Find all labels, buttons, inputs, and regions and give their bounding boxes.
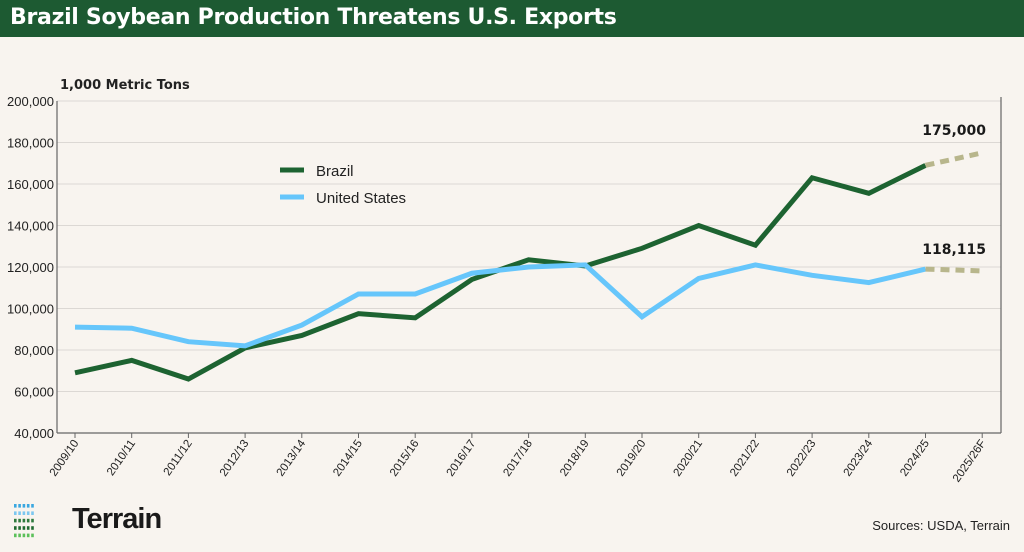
title-bar: Brazil Soybean Production Threatens U.S.… [0,0,1024,37]
logo-grid-icon [18,518,21,523]
x-tick-label: 2009/10 [48,438,82,479]
logo-grid-icon [26,504,30,508]
y-tick-label: 200,000 [7,94,54,109]
logo-grid-icon [18,526,21,530]
logo-grid-icon [26,533,30,538]
chart-title: Brazil Soybean Production Threatens U.S.… [10,5,617,30]
x-tick-label: 2015/16 [388,438,422,479]
y-tick-label: 40,000 [14,426,54,441]
logo-grid-icon [18,533,21,538]
logo-grid-icon [14,526,17,530]
logo-grid-icon [31,518,34,523]
logo-grid-icon [22,504,26,508]
legend-label: United States [316,190,406,207]
logo-grid-icon [14,518,17,523]
logo-grid-icon [31,504,34,508]
y-tick-label: 80,000 [14,343,54,358]
logo-grid-icon [26,526,30,530]
forecast-line-united-states [925,266,983,274]
x-tick-label: 2022/23 [785,438,819,479]
series-line-united-states [74,262,927,349]
logo-grid-icon [31,533,34,538]
logo-grid-icon [26,518,30,523]
logo-grid-icon [18,504,21,508]
forecast-annotation: 118,115 [922,242,986,258]
y-tick-label: 140,000 [7,219,54,234]
x-tick-label: 2016/17 [445,438,479,479]
logo-grid-icon [14,511,17,515]
x-tick-label: 2013/14 [275,437,309,478]
x-tick-label: 2024/25 [898,438,932,479]
logo-grid-icon [14,533,17,538]
logo-grid-icon [22,533,26,538]
forecast-line-brazil [924,150,983,168]
y-tick-label: 60,000 [14,385,54,400]
logo-grid-icon [18,511,21,515]
x-tick-label: 2014/15 [331,438,365,479]
x-tick-label: 2019/20 [615,438,649,479]
forecast-annotation: 175,000 [922,123,986,139]
x-tick-label: 2018/19 [558,438,592,479]
x-tick-label: 2011/12 [162,438,195,478]
y-tick-label: 120,000 [7,260,54,275]
y-axis-label: 1,000 Metric Tons [60,78,190,93]
x-tick-label: 2017/18 [501,438,535,479]
sources-note: Sources: USDA, Terrain [872,518,1010,533]
y-tick-label: 100,000 [7,302,54,317]
logo-grid-icon [31,511,34,515]
x-tick-label: 2025/26F [951,438,989,485]
x-tick-label: 2010/11 [105,438,138,478]
logo-grid-icon [22,518,26,523]
brand-logo-text: Terrain [72,503,162,535]
logo-grid-icon [26,511,30,515]
logo-grid-icon [22,526,26,530]
x-tick-label: 2023/24 [842,437,876,478]
logo-grid-icon [22,511,26,515]
logo-grid-icon [31,526,34,530]
x-tick-label: 2020/21 [671,438,705,479]
legend-label: Brazil [316,163,354,180]
y-tick-label: 180,000 [7,136,54,151]
y-tick-label: 160,000 [7,177,54,192]
x-tick-label: 2012/13 [218,438,252,479]
x-tick-label: 2021/22 [728,438,762,479]
logo-grid-icon [14,504,17,508]
